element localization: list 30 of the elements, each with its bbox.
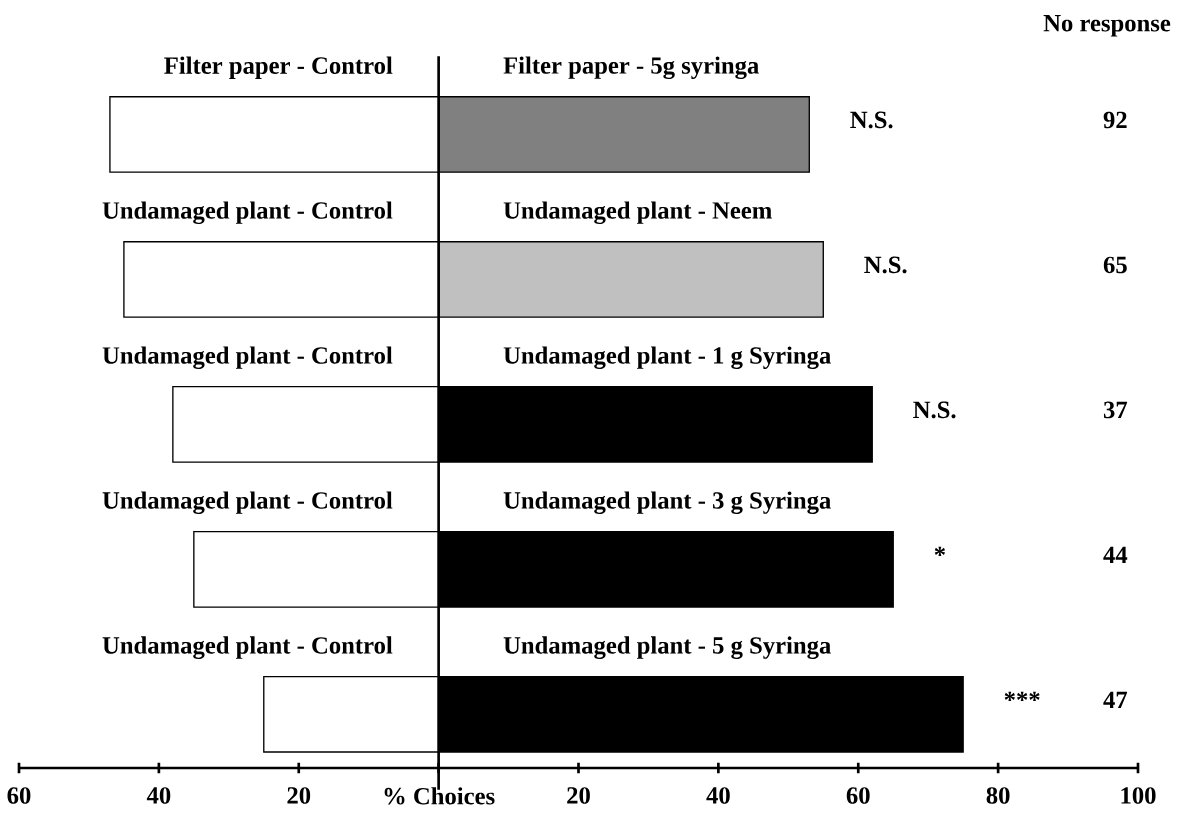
x-tick-label: 40 xyxy=(706,787,730,804)
annotation: 47 xyxy=(1103,691,1128,708)
annotation: Undamaged plant - Control xyxy=(102,346,393,369)
text: No response xyxy=(1043,15,1171,37)
x-tick-label: 40 xyxy=(146,787,171,804)
annotation: * xyxy=(934,546,946,557)
annotation: 37 xyxy=(1103,401,1128,419)
annotation: 92 xyxy=(1103,111,1127,129)
annotation: N.S. xyxy=(850,111,893,129)
annotation: N.S. xyxy=(913,401,956,419)
x-tick-label: 20 xyxy=(567,787,590,804)
annotation: Undamaged plant - Control xyxy=(102,201,393,225)
annotation: 44 xyxy=(1103,546,1128,563)
annotation: Filter paper - Control xyxy=(164,56,393,79)
annotation: 65 xyxy=(1103,256,1127,274)
x-tick-label: 80 xyxy=(986,787,1010,804)
y-tick-label: Undamaged plant - 1 g Syringa xyxy=(503,346,831,369)
annotation: *** xyxy=(1004,691,1040,701)
x-tick-label: 60 xyxy=(846,787,870,804)
annotation: Undamaged plant - Control xyxy=(102,491,393,514)
annotation: Undamaged plant - Control xyxy=(102,636,393,659)
y-tick-label: Undamaged plant - Neem xyxy=(503,201,772,225)
y-tick-label: Undamaged plant - 3 g Syringa xyxy=(503,491,831,514)
annotation: N.S. xyxy=(864,256,907,274)
y-tick-label: Filter paper - 5g syringa xyxy=(503,56,759,80)
x-tick-label: 100 xyxy=(1121,787,1156,804)
y-tick-label: Undamaged plant - 5 g Syringa xyxy=(503,636,831,659)
x-axis-title: % Choices xyxy=(384,787,495,805)
x-tick-label: 60 xyxy=(7,787,31,804)
x-tick-label: 20 xyxy=(287,787,311,804)
